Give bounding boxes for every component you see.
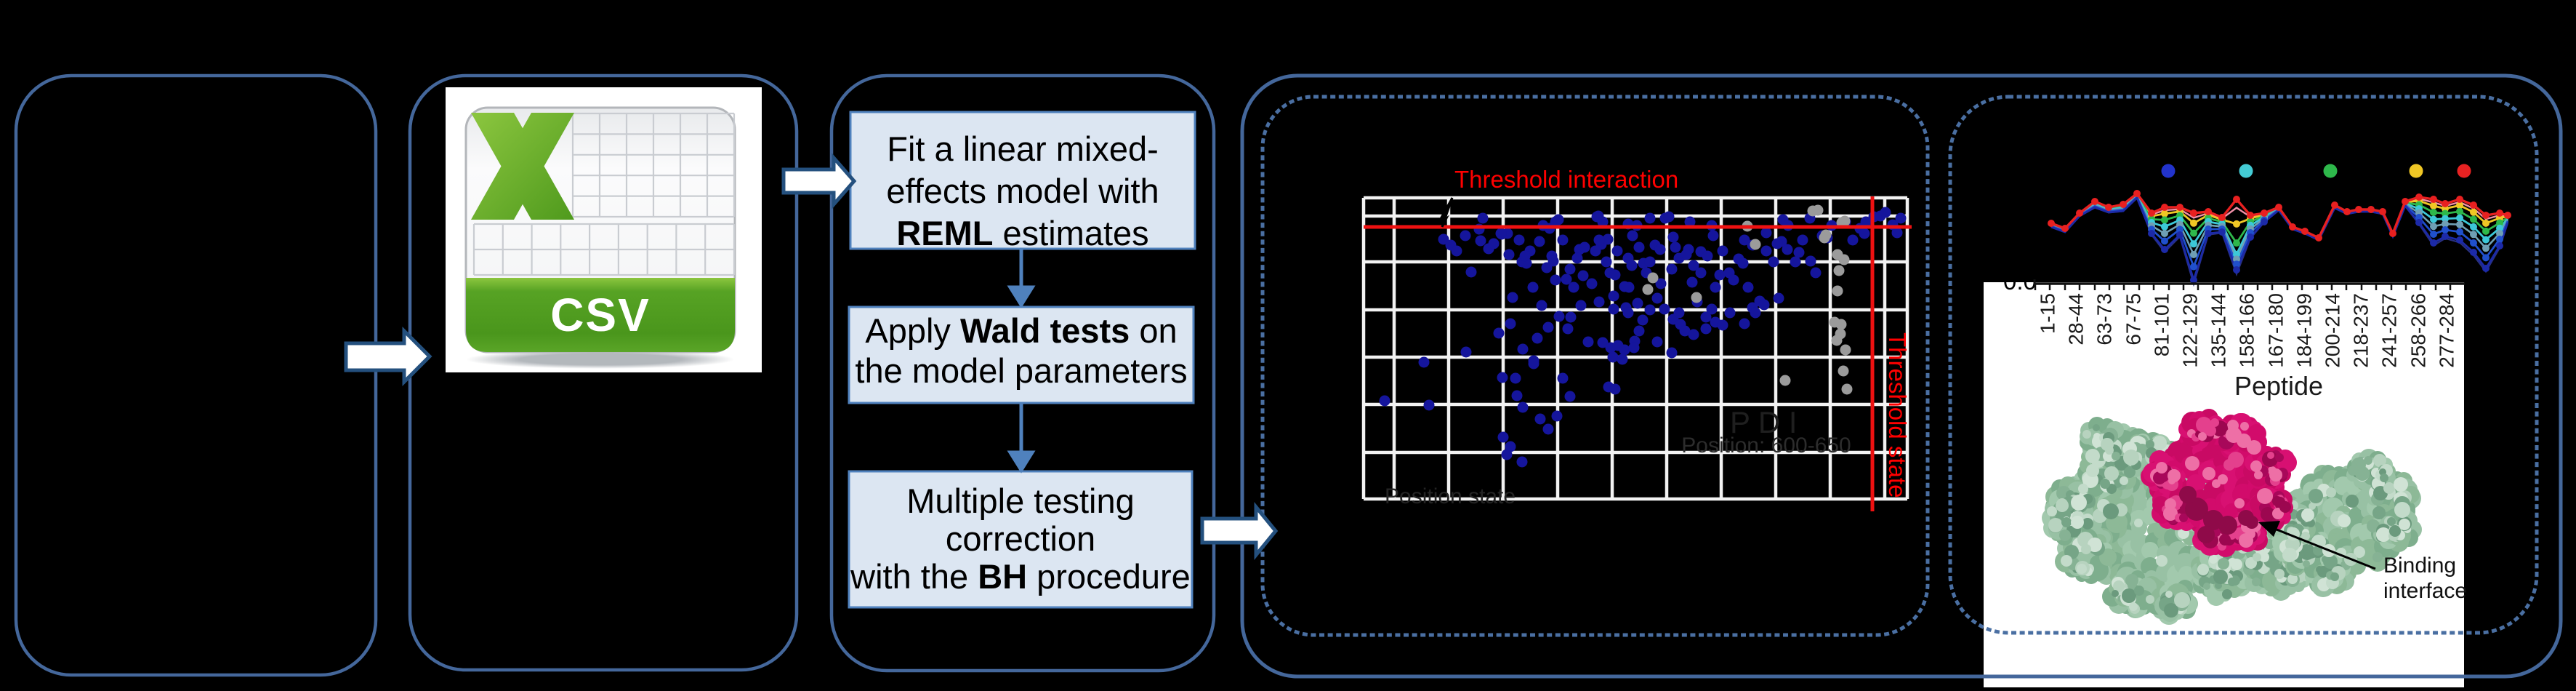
svg-text:0.0: 0.0 [2003,268,2037,295]
svg-text:Position: 600-650: Position: 600-650 [1681,434,1851,458]
svg-text:241-257: 241-257 [2378,293,2400,368]
svg-text:P D I: P D I [1730,405,1798,439]
svg-text:258-266: 258-266 [2407,293,2429,368]
svg-text:Apply Wald tests on: Apply Wald tests on [865,311,1177,350]
svg-text:Binding: Binding [2383,554,2456,578]
svg-text:122-129: 122-129 [2178,293,2201,368]
svg-text:effects model with: effects model with [886,172,1159,210]
svg-text:Threshold interaction: Threshold interaction [1454,166,1678,193]
svg-text:167-180: 167-180 [2264,293,2287,368]
svg-text:REML estimates: REML estimates [896,214,1148,252]
svg-text:200-214: 200-214 [2321,293,2343,368]
svg-text:135-144: 135-144 [2207,293,2229,368]
svg-text:Position state: Position state [1385,484,1516,508]
svg-text:with the BH procedure: with the BH procedure [850,557,1191,596]
svg-text:184-199: 184-199 [2293,293,2315,368]
svg-text:Fit a linear mixed-: Fit a linear mixed- [887,129,1159,168]
svg-text:Peptide: Peptide [2234,371,2323,401]
svg-text:81-101: 81-101 [2150,293,2173,356]
svg-text:1-15: 1-15 [2036,293,2058,334]
svg-text:63-73: 63-73 [2093,293,2115,346]
svg-text:28-44: 28-44 [2064,293,2087,346]
svg-text:218-237: 218-237 [2349,293,2372,368]
svg-text:Threshold state: Threshold state [1884,332,1911,498]
svg-text:158-166: 158-166 [2235,293,2258,368]
svg-text:67-75: 67-75 [2122,293,2144,346]
svg-text:correction: correction [946,519,1095,558]
svg-text:CSV: CSV [550,289,651,341]
svg-text:Multiple testing: Multiple testing [906,482,1135,520]
svg-text:277-284: 277-284 [2435,293,2458,368]
svg-text:the model parameters: the model parameters [855,351,1187,390]
svg-text:interface: interface [2383,579,2467,603]
